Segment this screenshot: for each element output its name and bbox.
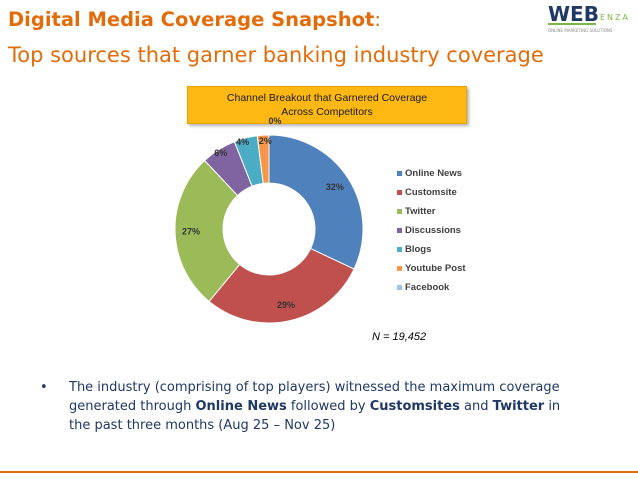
- legend-swatch-facebook: [397, 285, 402, 290]
- legend-swatch-discussions: [397, 228, 402, 233]
- bullet-highlight-twitter: Twitter: [492, 399, 545, 414]
- bullet-text-mid2: and: [459, 399, 493, 414]
- slice-label-twitter: 27%: [182, 226, 200, 236]
- bottom-rule: [0, 471, 638, 473]
- logo-text: WEB: [548, 2, 599, 26]
- logo-tagline: ONLINE MARKETING SOLUTIONS: [548, 28, 613, 33]
- legend-swatch-online-news: [397, 171, 402, 176]
- legend-label-discussions: Discussions: [405, 225, 461, 236]
- chart-legend: Online News Customsite Twitter Discussions B…: [397, 168, 466, 293]
- slice-customsite: [208, 247, 355, 324]
- bullet-point: • The industry (comprising of top player…: [40, 378, 585, 435]
- donut-chart: 32% 29% 27% 6% 4% 2% 0% Online News Customsite T…: [174, 116, 466, 324]
- webenza-logo: WEB ENZA ONLINE MARKETING SOLUTIONS: [548, 2, 630, 33]
- legend-label-online-news: Online News: [405, 168, 462, 179]
- legend-swatch-blogs: [397, 247, 402, 252]
- legend-label-twitter: Twitter: [405, 206, 436, 217]
- slice-labels: 32% 29% 27% 6% 4% 2% 0%: [182, 116, 344, 310]
- logo-subtext: ENZA: [600, 13, 630, 22]
- legend-label-blogs: Blogs: [405, 244, 431, 255]
- legend-swatch-twitter: [397, 209, 402, 214]
- bullet-text-mid1: followed by: [286, 399, 370, 414]
- chart-title-box: Channel Breakout that Garnered Coverage …: [187, 86, 467, 124]
- slice-online-news: [268, 134, 364, 270]
- legend-label-customsite: Customsite: [405, 187, 457, 198]
- sample-size-note: N = 19,452: [372, 331, 427, 343]
- slice-youtube-post: [256, 134, 270, 184]
- bullet-highlight-customsites: Customsites: [369, 399, 460, 414]
- slice-label-online-news: 32%: [326, 182, 344, 192]
- bullet-text-prefix: The industry (comprising of top players)…: [69, 380, 560, 414]
- legend-label-facebook: Facebook: [405, 282, 450, 293]
- donut-slices: [174, 134, 364, 324]
- logo-underline: [548, 23, 596, 25]
- slice-label-customsite: 29%: [277, 300, 295, 310]
- slice-label-blogs: 4%: [236, 137, 249, 147]
- legend-swatch-customsite: [397, 190, 402, 195]
- slice-label-discussions: 6%: [214, 148, 227, 158]
- slide-title: Digital Media Coverage Snapshot:: [8, 8, 381, 31]
- slide-title-text: Digital Media Coverage Snapshot: [8, 8, 375, 31]
- bullet-highlight-online-news: Online News: [195, 399, 287, 414]
- slide-subtitle: Top sources that garner banking industry…: [8, 43, 544, 67]
- legend-label-youtube-post: Youtube Post: [405, 263, 466, 274]
- legend-swatch-youtube-post: [397, 266, 402, 271]
- chart-title: Channel Breakout that Garnered Coverage …: [226, 92, 428, 118]
- slice-twitter: [174, 159, 241, 303]
- slide-title-colon: :: [374, 8, 381, 31]
- bullet-text: The industry (comprising of top players)…: [69, 378, 585, 435]
- bullet-text-suffix: in the past three months (Aug 25 – Nov 2…: [69, 399, 561, 433]
- bullet-marker: •: [40, 380, 48, 395]
- slice-label-youtube-post: 2%: [259, 136, 272, 146]
- slice-label-facebook: 0%: [268, 116, 281, 126]
